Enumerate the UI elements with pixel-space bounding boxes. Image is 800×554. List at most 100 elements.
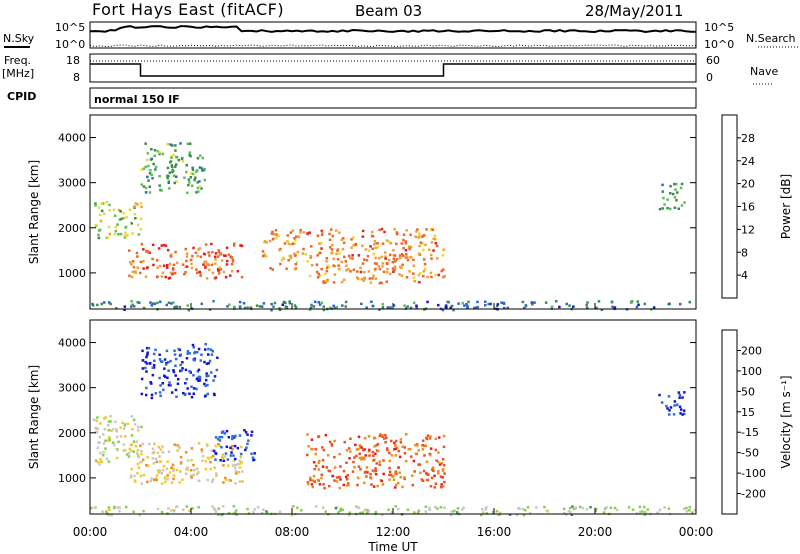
range-gate-cell — [140, 460, 143, 464]
range-gate-cell — [453, 509, 456, 513]
range-gate-cell — [418, 233, 421, 237]
range-gate-cell — [188, 352, 191, 355]
range-gate-cell — [144, 360, 147, 364]
range-gate-cell — [211, 449, 214, 453]
range-gate-cell — [384, 255, 387, 258]
range-gate-cell — [217, 250, 221, 254]
range-gate-cell — [154, 165, 158, 169]
range-gate-cell — [150, 393, 154, 397]
range-gate-cell — [217, 249, 221, 252]
range-gate-cell — [137, 425, 140, 429]
range-gate-cell — [421, 439, 425, 442]
range-gate-cell — [166, 376, 169, 380]
range-gate-cell — [136, 255, 139, 258]
range-gate-cell — [404, 249, 408, 252]
range-gate-cell — [213, 375, 217, 378]
range-gate-cell — [212, 449, 216, 453]
range-gate-cell — [164, 480, 167, 484]
range-gate-cell — [185, 164, 188, 167]
range-gate-cell — [164, 476, 167, 479]
range-gate-cell — [406, 258, 410, 262]
range-gate-cell — [102, 450, 105, 454]
range-gate-cell — [613, 306, 617, 309]
range-gate-cell — [441, 469, 445, 472]
range-gate-cell — [90, 506, 93, 510]
colorbar-tick-label: 12 — [741, 223, 755, 236]
range-gate-cell — [337, 264, 340, 267]
range-gate-cell — [434, 437, 438, 440]
range-gate-cell — [145, 370, 148, 373]
range-gate-cell — [140, 377, 144, 381]
range-gate-cell — [222, 459, 225, 462]
noise-tick-top-right: 10^5 — [704, 21, 734, 34]
range-gate-cell — [378, 228, 381, 232]
range-gate-cell — [240, 244, 244, 248]
range-gate-cell — [220, 446, 223, 449]
range-gate-cell — [136, 449, 140, 452]
y-tick-label: 1000 — [58, 267, 86, 280]
range-gate-cell — [172, 174, 176, 177]
range-gate-cell — [182, 508, 185, 512]
range-gate-cell — [351, 470, 355, 473]
range-gate-cell — [151, 257, 154, 261]
range-gate-cell — [333, 466, 337, 469]
range-gate-cell — [430, 241, 434, 244]
range-gate-cell — [198, 166, 202, 169]
range-gate-cell — [179, 369, 182, 373]
range-gate-cell — [197, 379, 200, 382]
range-gate-cell — [200, 448, 203, 451]
range-gate-cell — [156, 301, 159, 305]
range-gate-cell — [397, 481, 400, 485]
range-gate-cell — [196, 467, 199, 471]
range-gate-cell — [412, 276, 416, 279]
range-gate-cell — [234, 434, 237, 438]
range-gate-cell — [371, 230, 374, 234]
range-gate-cell — [609, 506, 613, 509]
range-gate-cell — [391, 267, 395, 270]
range-gate-cell — [272, 232, 275, 236]
range-gate-cell — [207, 268, 211, 272]
range-gate-cell — [91, 304, 95, 307]
range-gate-cell — [242, 302, 246, 305]
range-gate-cell — [374, 277, 378, 280]
range-gate-cell — [385, 280, 388, 283]
range-gate-cell — [533, 301, 536, 304]
range-gate-cell — [200, 450, 204, 453]
range-gate-cell — [185, 170, 188, 174]
range-gate-cell — [409, 306, 413, 310]
range-gate-cell — [433, 505, 437, 509]
range-gate-cell — [148, 191, 152, 194]
range-gate-cell — [449, 306, 452, 309]
range-gate-cell — [630, 301, 633, 304]
range-gate-cell — [94, 223, 97, 227]
range-gate-cell — [108, 209, 111, 212]
range-gate-cell — [262, 508, 265, 511]
range-gate-cell — [135, 251, 139, 255]
range-gate-cell — [239, 306, 242, 309]
range-gate-cell — [297, 235, 301, 239]
range-gate-cell — [335, 305, 338, 309]
range-gate-cell — [498, 513, 501, 516]
range-gate-cell — [139, 444, 142, 448]
range-gate-cell — [300, 509, 303, 512]
range-gate-cell — [531, 303, 534, 306]
range-gate-cell — [253, 452, 256, 455]
cpid-value: normal 150 IF — [94, 93, 180, 106]
range-gate-cell — [98, 213, 102, 217]
colorbar-tick-label: 15 — [741, 406, 755, 419]
range-gate-cell — [467, 300, 470, 304]
range-gate-cell — [202, 263, 205, 266]
range-gate-cell — [129, 443, 133, 446]
range-gate-cell — [306, 433, 309, 436]
range-gate-cell — [275, 237, 278, 240]
range-gate-cell — [198, 379, 201, 382]
range-gate-cell — [149, 301, 152, 304]
range-gate-cell — [106, 236, 109, 239]
range-gate-cell — [94, 202, 97, 205]
range-gate-cell — [391, 475, 394, 478]
range-gate-cell — [116, 223, 119, 226]
range-gate-cell — [189, 469, 193, 472]
range-gate-cell — [369, 476, 372, 479]
range-gate-cell — [658, 393, 661, 397]
range-gate-cell — [165, 174, 169, 177]
